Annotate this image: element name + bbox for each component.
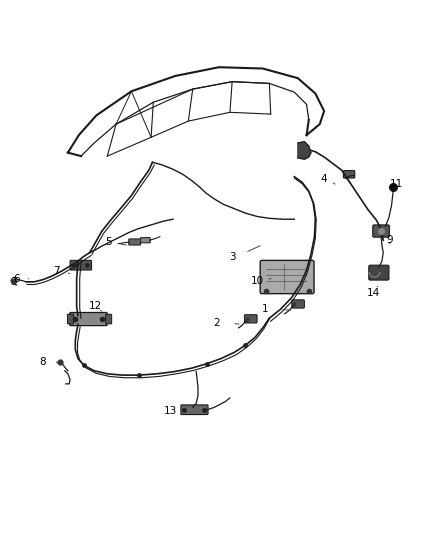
FancyBboxPatch shape: [292, 300, 304, 308]
Polygon shape: [298, 142, 311, 159]
Text: 9: 9: [386, 235, 393, 245]
FancyBboxPatch shape: [369, 265, 389, 280]
Text: 13: 13: [163, 406, 177, 416]
FancyBboxPatch shape: [373, 225, 389, 237]
Text: 7: 7: [53, 266, 60, 276]
Text: 14: 14: [367, 288, 380, 298]
Text: 10: 10: [251, 277, 264, 286]
Text: 5: 5: [105, 237, 112, 247]
Text: 8: 8: [39, 357, 46, 367]
FancyBboxPatch shape: [70, 312, 107, 326]
Text: 11: 11: [390, 179, 403, 189]
FancyBboxPatch shape: [260, 260, 314, 294]
Text: 3: 3: [229, 252, 236, 262]
FancyBboxPatch shape: [70, 260, 92, 270]
Text: 2: 2: [213, 318, 220, 328]
Text: 6: 6: [13, 274, 20, 284]
FancyBboxPatch shape: [343, 171, 355, 178]
Text: 12: 12: [89, 301, 102, 311]
FancyBboxPatch shape: [129, 239, 141, 245]
Text: 1: 1: [261, 304, 268, 314]
FancyBboxPatch shape: [141, 238, 150, 243]
FancyBboxPatch shape: [181, 405, 208, 415]
FancyBboxPatch shape: [244, 314, 257, 323]
Text: 4: 4: [321, 174, 328, 184]
FancyBboxPatch shape: [67, 314, 74, 324]
FancyBboxPatch shape: [106, 314, 112, 324]
